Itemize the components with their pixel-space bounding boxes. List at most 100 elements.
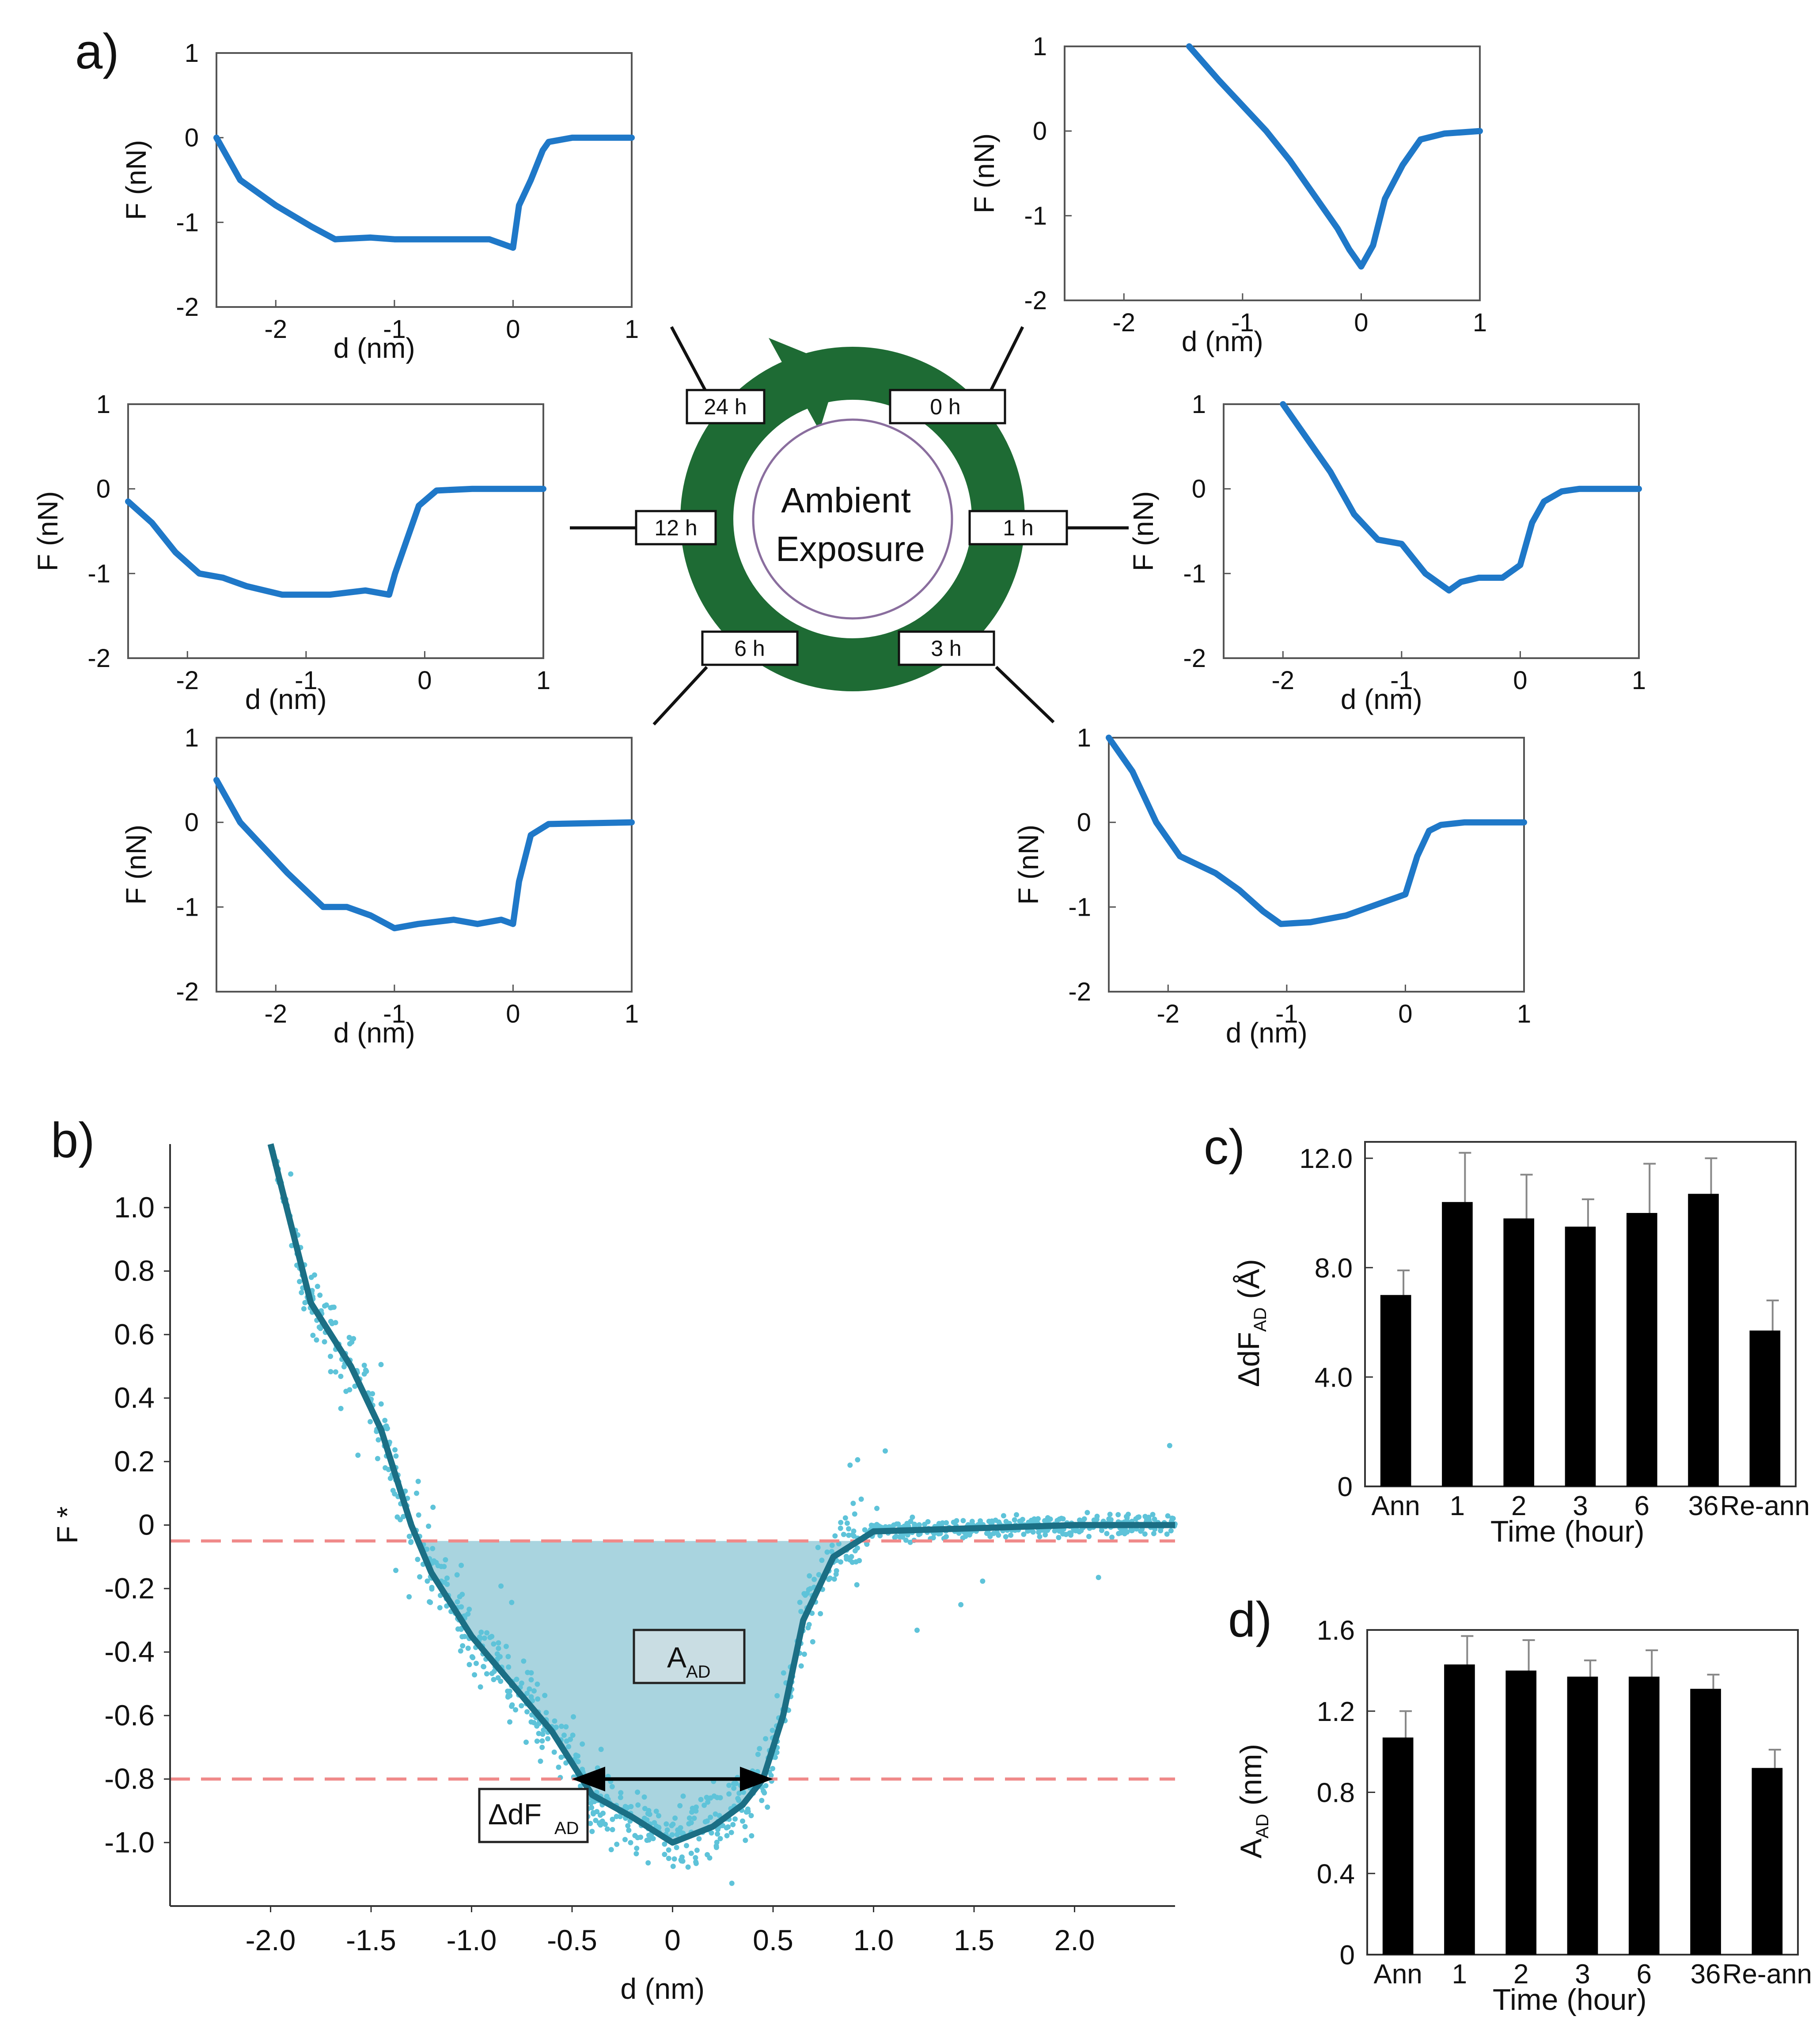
b-ytick-label: 0.6	[114, 1318, 155, 1350]
b-scatter-point	[317, 1292, 323, 1298]
a-1h-frame	[1223, 403, 1640, 659]
b-scatter-point	[730, 1822, 736, 1827]
b-scatter-point	[1106, 1516, 1112, 1522]
b-scatter-point	[816, 1572, 822, 1577]
b-scatter-point	[797, 1599, 803, 1605]
b-scatter-point	[351, 1336, 356, 1342]
b-xtick-label: 2.0	[1054, 1924, 1095, 1956]
b-scatter-point	[713, 1811, 718, 1817]
b-scatter-point	[496, 1640, 501, 1646]
c-ylabel-main: ΔdF	[1232, 1332, 1266, 1387]
a-1h-xlabel: d (nm)	[1341, 683, 1422, 715]
b-scatter-point	[563, 1760, 569, 1766]
a-12h-xlabel: d (nm)	[245, 683, 327, 715]
b-scatter-point	[406, 1594, 412, 1599]
chart-a-3h: 1 0 -1 -2 -2 -1 0 1 d (nm) F (nN)	[1012, 724, 1531, 1049]
b-scatter-point	[591, 1810, 596, 1815]
a-1h-ylabel: F (nN)	[1127, 491, 1159, 571]
c-ylabel-sub: AD	[1251, 1308, 1270, 1332]
panel-label-c: c)	[1204, 1119, 1245, 1175]
b-scatter-point	[308, 1274, 314, 1280]
b-scatter-point	[580, 1766, 585, 1772]
c-xlabel: Time (hour)	[1490, 1515, 1645, 1548]
b-scatter-point	[288, 1171, 294, 1177]
b-scatter-point	[503, 1644, 509, 1649]
b-scatter-point	[1115, 1512, 1121, 1517]
b-scatter-point	[674, 1832, 680, 1837]
b-scatter-point	[685, 1864, 691, 1870]
b-scatter-point	[763, 1736, 769, 1742]
b-scatter-point	[545, 1736, 551, 1742]
b-scatter-point	[743, 1838, 748, 1843]
b-scatter-point	[455, 1599, 460, 1605]
b-scatter-point	[441, 1564, 447, 1569]
b-scatter-point	[524, 1690, 530, 1696]
a-12h-ytick-label: -1	[87, 559, 110, 588]
b-scatter-point	[469, 1654, 475, 1660]
b-scatter-point	[578, 1783, 583, 1789]
b-xtick-label: 1.5	[954, 1924, 994, 1956]
b-scatter-point	[669, 1832, 675, 1838]
a-12h-frame	[127, 403, 544, 659]
b-scatter-point	[346, 1334, 352, 1340]
b-scatter-point	[505, 1688, 511, 1694]
d-ytick-label: 1.6	[1317, 1615, 1355, 1646]
b-scatter-point	[1104, 1531, 1110, 1536]
b-scatter-point	[588, 1821, 593, 1826]
b-scatter-point	[1077, 1517, 1082, 1523]
d-xlabel: Time (hour)	[1493, 1983, 1647, 2016]
c-xtick-label: 6	[1634, 1491, 1649, 1521]
b-scatter-point	[724, 1825, 729, 1831]
b-scatter-point	[693, 1861, 699, 1866]
b-scatter-point	[664, 1827, 670, 1833]
b-scatter-point	[838, 1525, 843, 1531]
a-0h-curve	[1186, 43, 1483, 270]
b-scatter-point	[774, 1693, 780, 1698]
b-scatter-point	[838, 1520, 844, 1525]
a-24h-ylabel: F (nN)	[120, 140, 152, 220]
b-scatter-point	[1060, 1516, 1066, 1522]
a-24h-frame	[216, 52, 633, 308]
cycle-label-24h: 24 h	[686, 389, 766, 424]
b-scatter-point	[487, 1634, 493, 1640]
b-scatter-point	[1035, 1516, 1041, 1522]
b-scatter-point	[484, 1671, 489, 1677]
b-xtick-label: -1.0	[447, 1924, 497, 1956]
b-scatter-point	[694, 1847, 700, 1853]
chart-a-1h: 1 0 -1 -2 -2 -1 0 1 d (nm) F (nN)	[1127, 390, 1646, 715]
a-1h-ytick-label: -1	[1183, 559, 1206, 588]
b-scatter-point	[328, 1319, 334, 1324]
b-scatter-point	[645, 1860, 651, 1866]
b-scatter-point	[954, 1518, 959, 1524]
b-scatter-point	[635, 1835, 641, 1841]
b-scatter-point	[807, 1573, 812, 1579]
b-scatter-point	[618, 1790, 624, 1796]
b-ytick-label: -1.0	[104, 1826, 155, 1858]
b-scatter-point	[858, 1496, 864, 1502]
b-scatter-point	[844, 1520, 850, 1526]
b-scatter-point	[732, 1816, 738, 1822]
b-scatter-point	[1068, 1530, 1074, 1536]
chart-a-24h: 1 0 -1 -2 -2 -1 0 1 d (nm) F (nN)	[120, 39, 639, 364]
b-scatter-point	[625, 1805, 630, 1811]
b-scatter-point	[883, 1448, 888, 1454]
b-scatter-point	[386, 1467, 391, 1472]
a-1h-ytick-label: -2	[1183, 644, 1206, 673]
b-scatter-point	[1118, 1530, 1123, 1536]
b-scatter-point	[763, 1783, 769, 1789]
b-scatter-point	[818, 1611, 823, 1617]
b-scatter-point	[378, 1362, 384, 1368]
b-scatter-point	[495, 1656, 501, 1662]
b-scatter-point	[691, 1815, 697, 1821]
b-scatter-point	[846, 1532, 852, 1538]
d-bar	[1567, 1676, 1598, 1955]
a-3h-xlabel: d (nm)	[1226, 1017, 1308, 1049]
b-xtick-label: -0.5	[547, 1924, 597, 1956]
b-scatter-point	[551, 1749, 557, 1755]
c-ytick-label: 4.0	[1315, 1362, 1353, 1393]
d-xtick-label: 2	[1513, 1959, 1528, 1990]
b-scatter-point	[770, 1728, 775, 1733]
d-ylabel-main: A	[1234, 1838, 1268, 1858]
b-scatter-point	[757, 1746, 762, 1751]
c-ylabel-unit: (Å)	[1232, 1259, 1266, 1308]
